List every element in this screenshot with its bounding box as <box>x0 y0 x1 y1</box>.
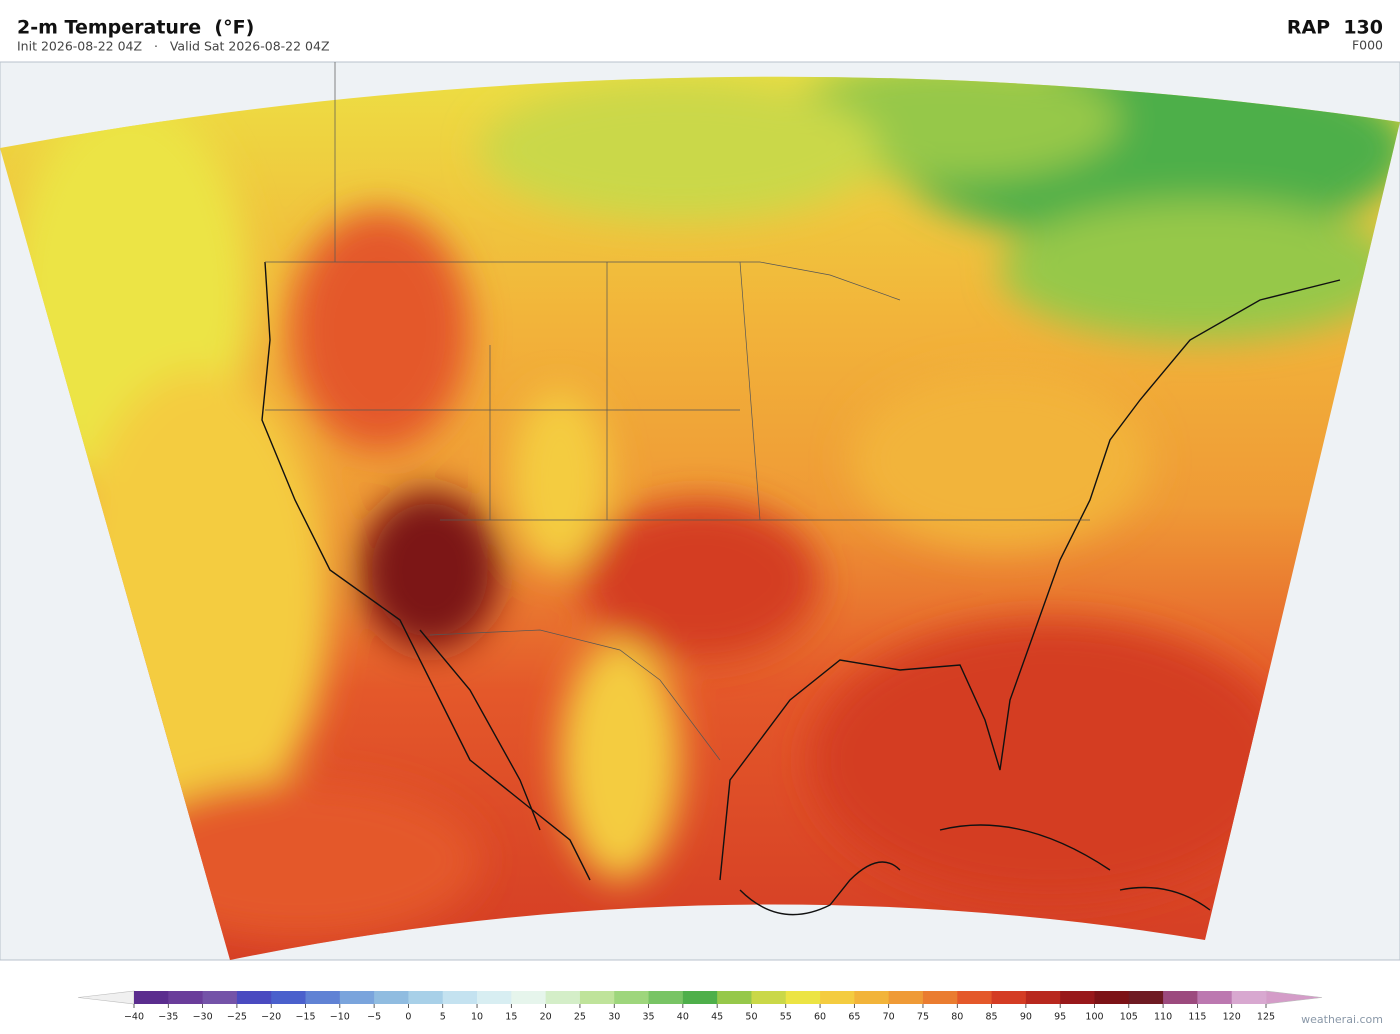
colorbar-tick-label: 45 <box>711 1012 723 1023</box>
colorbar-segment <box>751 991 787 1004</box>
model-label: RAP 130 <box>1287 17 1383 39</box>
colorbar-tick-label: 25 <box>574 1012 586 1023</box>
colorbar-tick-label: 90 <box>1020 1012 1032 1023</box>
colorbar-tick-label: 5 <box>440 1012 446 1023</box>
colorbar-segment <box>1025 991 1061 1004</box>
colorbar-tick-label: −30 <box>193 1012 213 1023</box>
colorbar-tick-label: 50 <box>745 1012 757 1023</box>
subtitle: Init 2026-08-22 04Z · Valid Sat 2026-08-… <box>17 39 330 54</box>
colorbar-over <box>1265 990 1323 1005</box>
forecast-hour: F000 <box>1352 38 1383 53</box>
colorbar-tick-label: 10 <box>471 1012 483 1023</box>
colorbar-tick-label: 20 <box>540 1012 552 1023</box>
colorbar-segment <box>1231 991 1267 1004</box>
colorbar: −40 −35 −30 −25 −20 −15 −10 −5 0 5 10 15 20 25 30 35 40 4… <box>77 990 1323 1023</box>
colorbar-segment <box>888 991 924 1004</box>
colorbar-segment <box>991 991 1027 1004</box>
colorbar-segment <box>271 991 306 1004</box>
colorbar-tick-label: −15 <box>295 1012 315 1023</box>
colorbar-tick-label: 120 <box>1223 1012 1241 1023</box>
colorbar-segment <box>717 991 752 1004</box>
colorbar-segment <box>134 991 169 1004</box>
colorbar-segment <box>820 991 855 1004</box>
temperature-field <box>0 76 1400 961</box>
colorbar-segment <box>854 991 890 1004</box>
colorbar-segment <box>305 991 341 1004</box>
colorbar-segment <box>442 991 478 1004</box>
colorbar-segment <box>511 991 547 1004</box>
colorbar-under <box>77 990 135 1005</box>
colorbar-tick-label: 0 <box>405 1012 411 1023</box>
colorbar-segment <box>957 991 992 1004</box>
colorbar-tick-label: −40 <box>124 1012 144 1023</box>
colorbar-segment <box>408 991 444 1004</box>
title: 2-m Temperature (°F) <box>17 17 254 39</box>
coastlines <box>261 261 1341 916</box>
colorbar-segment <box>614 991 649 1004</box>
colorbar-segment <box>545 991 581 1004</box>
colorbar-tick-label: 40 <box>677 1012 689 1023</box>
colorbar-tick-label: −25 <box>227 1012 247 1023</box>
colorbar-segment <box>1128 991 1164 1004</box>
colorbar-tick-label: 15 <box>505 1012 517 1023</box>
colorbar-tick-label: 105 <box>1120 1012 1138 1023</box>
colorbar-segment <box>1094 991 1130 1004</box>
colorbar-tick-label: 65 <box>848 1012 860 1023</box>
colorbar-tick-label: 80 <box>951 1012 963 1023</box>
colorbar-tick-label: 95 <box>1054 1012 1066 1023</box>
colorbar-tick-label: 115 <box>1188 1012 1206 1023</box>
colorbar-tick-label: 110 <box>1154 1012 1172 1023</box>
colorbar-segment <box>579 991 615 1004</box>
colorbar-segment <box>374 991 409 1004</box>
colorbar-tick-label: 85 <box>986 1012 998 1023</box>
colorbar-tick-label: −35 <box>158 1012 178 1023</box>
credit: weatherai.com <box>1301 1013 1383 1026</box>
colorbar-segment <box>339 991 375 1004</box>
colorbar-tick-label: −20 <box>261 1012 281 1023</box>
colorbar-tick-label: 60 <box>814 1012 826 1023</box>
colorbar-tick-label: −5 <box>367 1012 381 1023</box>
colorbar-segment <box>1197 991 1233 1004</box>
colorbar-tick-label: 125 <box>1257 1012 1275 1023</box>
colorbar-tick-label: 100 <box>1085 1012 1103 1023</box>
colorbar-tick-label: 55 <box>780 1012 792 1023</box>
colorbar-tick-label: 70 <box>883 1012 895 1023</box>
colorbar-segment <box>785 991 821 1004</box>
borders <box>265 62 1090 761</box>
colorbar-segment <box>1163 991 1198 1004</box>
colorbar-segment <box>168 991 204 1004</box>
colorbar-tick-label: 35 <box>642 1012 654 1023</box>
colorbar-tick-label: −10 <box>330 1012 350 1023</box>
colorbar-segment <box>477 991 512 1004</box>
colorbar-segment <box>1060 991 1095 1004</box>
colorbar-segment <box>202 991 238 1004</box>
map <box>0 61 1400 961</box>
colorbar-segment <box>682 991 718 1004</box>
colorbar-tick-label: 30 <box>608 1012 620 1023</box>
colorbar-segment <box>236 991 272 1004</box>
colorbar-segment <box>648 991 684 1004</box>
colorbar-tick-label: 75 <box>917 1012 929 1023</box>
colorbar-segment <box>922 991 958 1004</box>
